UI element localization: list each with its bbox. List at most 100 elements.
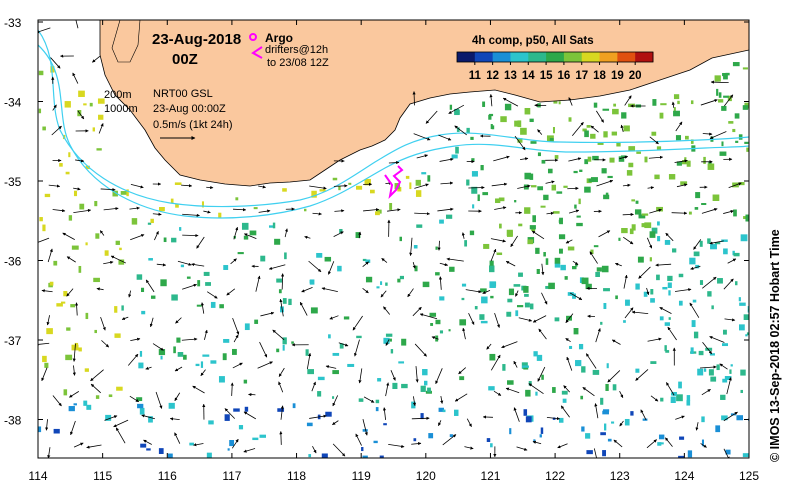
sst-patch <box>723 95 729 98</box>
sst-patch <box>623 125 630 132</box>
sst-patch <box>664 322 670 326</box>
sst-patch <box>722 72 727 77</box>
sst-patch <box>537 152 541 157</box>
sst-patch <box>636 151 641 154</box>
sst-patch <box>362 258 367 262</box>
sst-patch <box>738 297 741 302</box>
current-vector <box>620 124 624 133</box>
sst-patch <box>489 260 494 266</box>
current-vector <box>385 339 390 346</box>
map-time: 00Z <box>172 51 198 68</box>
sst-patch <box>723 74 728 80</box>
sst-patch <box>631 199 636 202</box>
sst-patch <box>745 214 749 222</box>
current-vector <box>409 237 413 256</box>
sst-patch <box>742 67 748 70</box>
sst-patch <box>537 186 544 191</box>
current-vector <box>465 289 482 294</box>
current-vector <box>415 366 419 383</box>
sst-patch <box>668 317 671 320</box>
sst-patch <box>516 305 524 308</box>
sst-patch <box>743 216 747 220</box>
sst-patch <box>278 289 282 294</box>
current-vector <box>719 363 728 370</box>
current-vector <box>518 317 533 322</box>
x-tick-label: 121 <box>480 469 500 483</box>
current-vector <box>655 263 672 267</box>
y-axis: -33 -34 -35 -36 -37 -38 <box>4 16 749 428</box>
current-vector <box>382 407 387 421</box>
sst-patch <box>489 281 496 288</box>
current-vector <box>560 405 570 418</box>
sst-data-layer <box>38 62 749 458</box>
current-vector <box>338 342 349 347</box>
current-vector <box>233 226 239 240</box>
current-vector <box>66 256 76 263</box>
sst-patch <box>602 108 610 111</box>
sst-patch <box>42 224 46 232</box>
current-vector <box>701 389 711 396</box>
sst-patch <box>96 148 102 151</box>
current-vector <box>537 366 546 382</box>
current-vector <box>494 206 507 210</box>
sst-patch <box>186 276 191 279</box>
sst-patch <box>732 128 736 133</box>
sst-patch <box>427 387 431 393</box>
sst-patch <box>721 105 727 111</box>
current-vector <box>674 288 692 292</box>
sst-patch <box>424 380 428 386</box>
sst-patch <box>628 103 636 108</box>
current-vector <box>311 381 316 392</box>
sst-patch <box>356 185 363 190</box>
sst-patch <box>716 364 720 371</box>
sst-patch <box>95 233 100 239</box>
current-vector <box>411 441 422 446</box>
current-vector <box>700 99 718 106</box>
sst-patch <box>498 197 505 202</box>
sst-patch <box>150 218 154 224</box>
sst-patch <box>660 397 664 402</box>
current-vector <box>72 72 79 84</box>
sst-patch <box>631 224 636 231</box>
current-vector <box>381 257 388 263</box>
sst-patch <box>233 408 240 412</box>
sst-patch <box>140 287 145 293</box>
sst-patch <box>131 218 138 225</box>
sst-patch <box>625 299 630 306</box>
sst-patch <box>46 328 53 335</box>
x-tick-label: 115 <box>93 469 112 483</box>
sst-patch <box>690 100 694 105</box>
current-vector <box>622 183 631 187</box>
current-vector <box>647 337 662 342</box>
sst-patch <box>686 400 691 406</box>
current-vector <box>177 260 192 266</box>
sst-patch <box>288 298 292 306</box>
current-vector <box>332 420 339 426</box>
sst-patch <box>385 282 388 286</box>
current-vector <box>695 422 699 431</box>
sst-patch <box>698 350 704 356</box>
sst-patch <box>401 338 407 346</box>
sst-patch <box>552 211 560 214</box>
sst-patch <box>78 265 82 273</box>
current-vector <box>546 211 555 215</box>
x-tick-label: 125 <box>739 469 759 483</box>
sst-patch <box>707 163 715 170</box>
sst-patch <box>562 398 567 403</box>
current-vector <box>104 415 118 421</box>
sst-patch <box>524 107 531 115</box>
sst-patch <box>618 156 625 162</box>
current-vector <box>390 370 396 381</box>
colorbar <box>456 51 654 63</box>
sst-patch <box>523 409 528 416</box>
sst-patch <box>714 75 721 82</box>
sst-patch <box>44 362 49 368</box>
sst-patch <box>414 265 418 272</box>
sst-patch <box>533 351 538 357</box>
current-vector <box>130 183 144 189</box>
sst-patch <box>235 197 239 201</box>
current-vector <box>332 395 339 407</box>
sst-patch <box>310 307 318 314</box>
sst-patch <box>601 265 609 273</box>
sst-patch <box>514 200 517 203</box>
